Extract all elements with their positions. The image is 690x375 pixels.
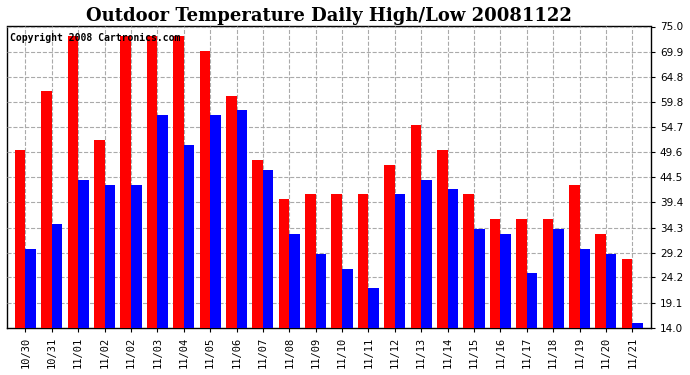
Bar [569,184,580,328]
Bar [553,229,564,328]
Bar [253,160,263,328]
Bar [263,170,273,328]
Bar [342,268,353,328]
Bar [395,194,406,328]
Bar [632,323,643,328]
Bar [580,249,590,328]
Bar [105,184,115,328]
Bar [384,165,395,328]
Bar [131,184,141,328]
Text: Copyright 2008 Cartronics.com: Copyright 2008 Cartronics.com [10,33,181,42]
Bar [210,116,221,328]
Title: Outdoor Temperature Daily High/Low 20081122: Outdoor Temperature Daily High/Low 20081… [86,7,572,25]
Bar [173,36,184,328]
Bar [78,180,89,328]
Bar [15,150,26,328]
Bar [226,96,237,328]
Bar [606,254,616,328]
Bar [421,180,432,328]
Bar [437,150,448,328]
Bar [41,91,52,328]
Bar [542,219,553,328]
Bar [94,140,105,328]
Bar [279,200,289,328]
Bar [490,219,500,328]
Bar [147,36,157,328]
Bar [526,273,538,328]
Bar [52,224,62,328]
Bar [358,194,368,328]
Bar [500,234,511,328]
Bar [448,189,458,328]
Bar [199,51,210,328]
Bar [237,111,247,328]
Bar [368,288,379,328]
Bar [595,234,606,328]
Bar [26,249,36,328]
Bar [464,194,474,328]
Bar [411,125,421,328]
Bar [121,36,131,328]
Bar [184,145,195,328]
Bar [622,259,632,328]
Bar [157,116,168,328]
Bar [68,36,78,328]
Bar [474,229,484,328]
Bar [289,234,300,328]
Bar [315,254,326,328]
Bar [516,219,526,328]
Bar [331,194,342,328]
Bar [305,194,315,328]
